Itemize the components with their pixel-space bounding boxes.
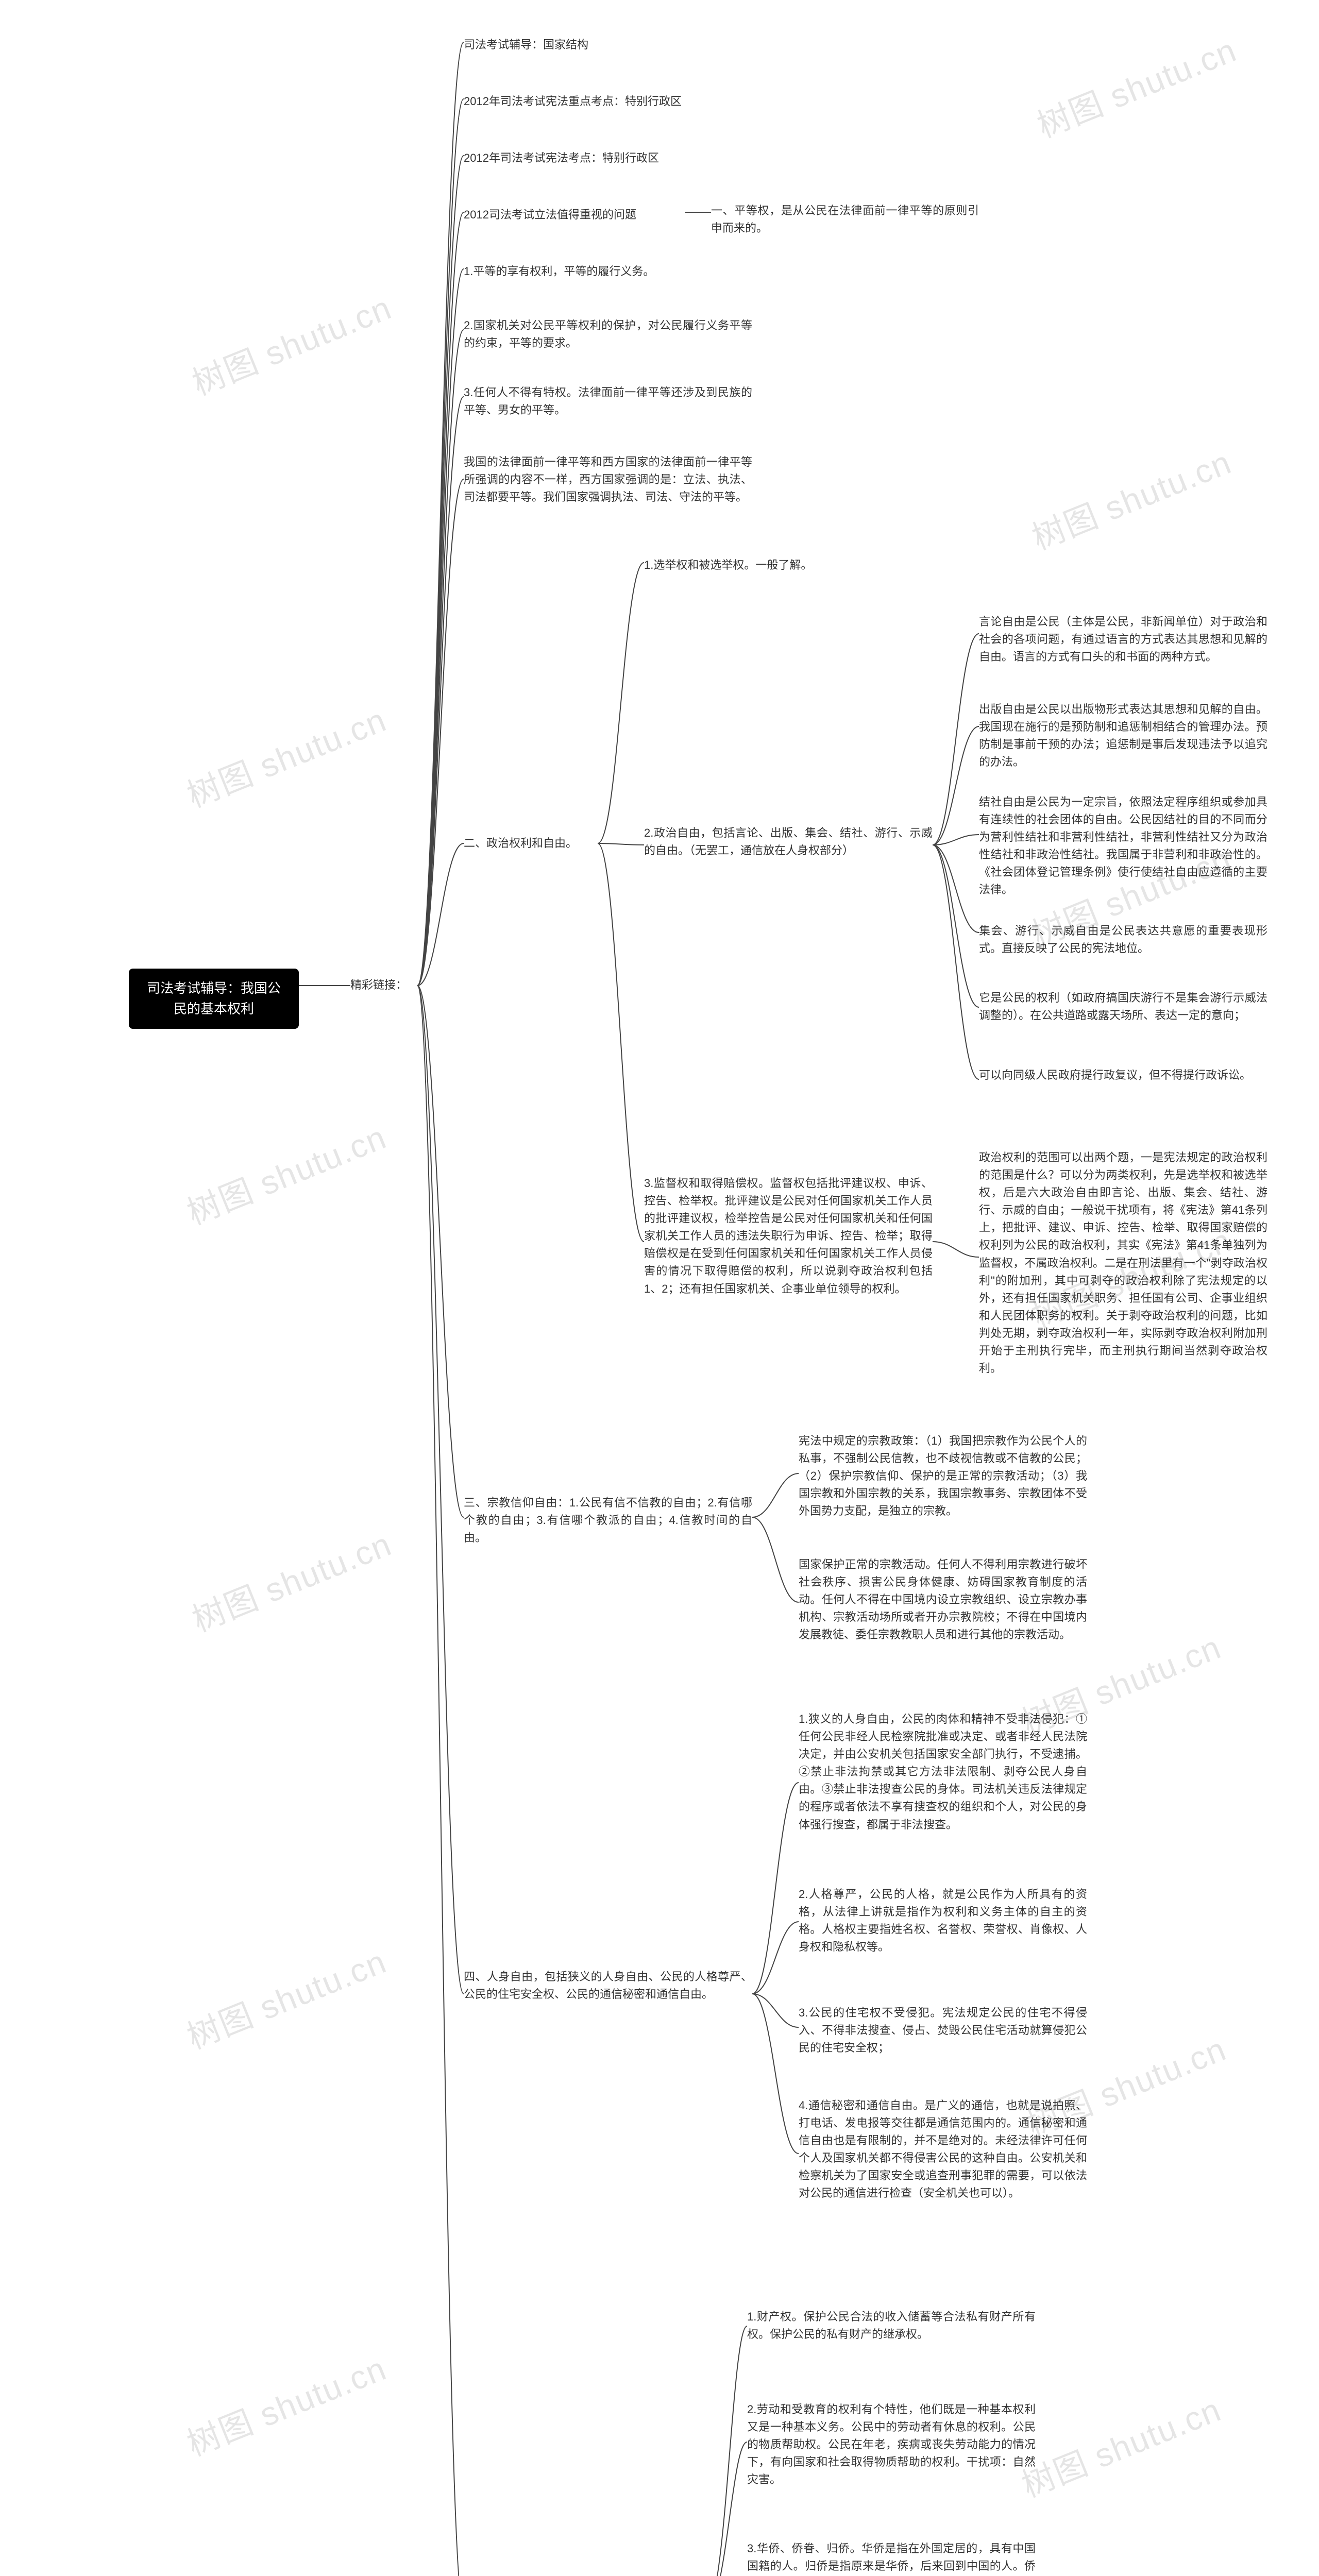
sec2-gc2: 言论自由是公民（主体是公民，非新闻单位）对于政治和社会的各项问题，有通过语言的方…: [979, 613, 1267, 666]
top-item: 2012年司法考试宪法考点：特别行政区: [464, 149, 732, 167]
top-item: 2012司法考试立法值得重视的问题: [464, 206, 685, 224]
sec2-gc2: 它是公民的权利（如政府搞国庆游行不是集会游行示威法调整的）。在公共道路或露天场所…: [979, 989, 1267, 1024]
root-node: 司法考试辅导：我国公民的基本权利: [129, 969, 299, 1029]
mindmap-canvas: 司法考试辅导：我国公民的基本权利 精彩链接： 司法考试辅导：国家结构 2012年…: [0, 0, 1319, 2576]
top-item: 3.任何人不得有特权。法律面前一律平等还涉及到民族的平等、男女的平等。: [464, 384, 752, 419]
sec5-child: 3.华侨、侨眷、归侨。华侨是指在外国定居的，具有中国国籍的人。归侨是指原来是华侨…: [747, 2540, 1036, 2576]
top-item: 2012年司法考试宪法重点考点：特别行政区: [464, 93, 752, 110]
sec3-label: 三、宗教信仰自由：1.公民有信不信教的自由；2.有信哪个教的自由；3.有信哪个教…: [464, 1494, 752, 1547]
sec2-gc2: 可以向同级人民政府提行政复议，但不得提行政诉讼。: [979, 1066, 1267, 1084]
sec4-child: 1.狭义的人身自由，公民的肉体和精神不受非法侵犯：①任何公民非经人民检察院批准或…: [799, 1710, 1087, 1834]
sec2-gc2: 出版自由是公民以出版物形式表达其思想和见解的自由。我国现在施行的是预防制和追惩制…: [979, 701, 1267, 771]
sec2-gc2: 集会、游行、示威自由是公民表达共意愿的重要表现形式。直接反映了公民的宪法地位。: [979, 922, 1267, 957]
top-item-equal-rights: 一、平等权，是从公民在法律面前一律平等的原则引申而来的。: [711, 202, 979, 237]
sec2-label: 二、政治权利和自由。: [464, 835, 598, 852]
top-item: 2.国家机关对公民平等权利的保护，对公民履行义务平等的约束，平等的要求。: [464, 317, 752, 352]
sec4-child: 3.公民的住宅权不受侵犯。宪法规定公民的住宅不得侵入、不得非法搜查、侵占、焚毁公…: [799, 2004, 1087, 2057]
sec3-child: 国家保护正常的宗教活动。任何人不得利用宗教进行破坏社会秩序、损害公民身体健康、妨…: [799, 1556, 1087, 1643]
sec4-child: 2.人格尊严，公民的人格，就是公民作为人所具有的资格，从法律上讲就是指作为权利和…: [799, 1886, 1087, 1956]
top-item: 司法考试辅导：国家结构: [464, 36, 660, 54]
sec5-child: 2.劳动和受教育的权利有个特性，他们既是一种基本权利又是一种基本义务。公民中的劳…: [747, 2401, 1036, 2488]
sec5-child: 1.财产权。保护公民合法的收入储蓄等合法私有财产所有权。保护公民的私有财产的继承…: [747, 2308, 1036, 2343]
top-item: 我国的法律面前一律平等和西方国家的法律面前一律平等所强调的内容不一样，西方国家强…: [464, 453, 752, 506]
sec4-label: 四、人身自由，包括狭义的人身自由、公民的人格尊严、公民的住宅安全权、公民的通信秘…: [464, 1968, 752, 2003]
sec2-gc3: 政治权利的范围可以出两个题，一是宪法规定的政治权利的范围是什么？可以分为两类权利…: [979, 1149, 1267, 1377]
sec2-child: 3.监督权和取得赔偿权。监督权包括批评建议权、申诉、控告、检举权。批评建议是公民…: [644, 1175, 933, 1298]
sec4-child: 4.通信秘密和通信自由。是广义的通信，也就是说拍照、打电话、发电报等交往都是通信…: [799, 2097, 1087, 2202]
sec2-child: 1.选举权和被选举权。一般了解。: [644, 556, 850, 574]
top-item: 1.平等的享有权利，平等的履行义务。: [464, 263, 701, 280]
sec2-child: 2.政治自由，包括言论、出版、集会、结社、游行、示威的自由。（无罢工，通信放在人…: [644, 824, 933, 859]
sec2-gc2: 结社自由是公民为一定宗旨，依照法定程序组织或参加具有连续性的社会团体的自由。公民…: [979, 793, 1267, 899]
sec3-child: 宪法中规定的宗教政策：（1）我国把宗教作为公民个人的私事，不强制公民信教，也不歧…: [799, 1432, 1087, 1520]
level1-label: 精彩链接：: [350, 976, 417, 994]
